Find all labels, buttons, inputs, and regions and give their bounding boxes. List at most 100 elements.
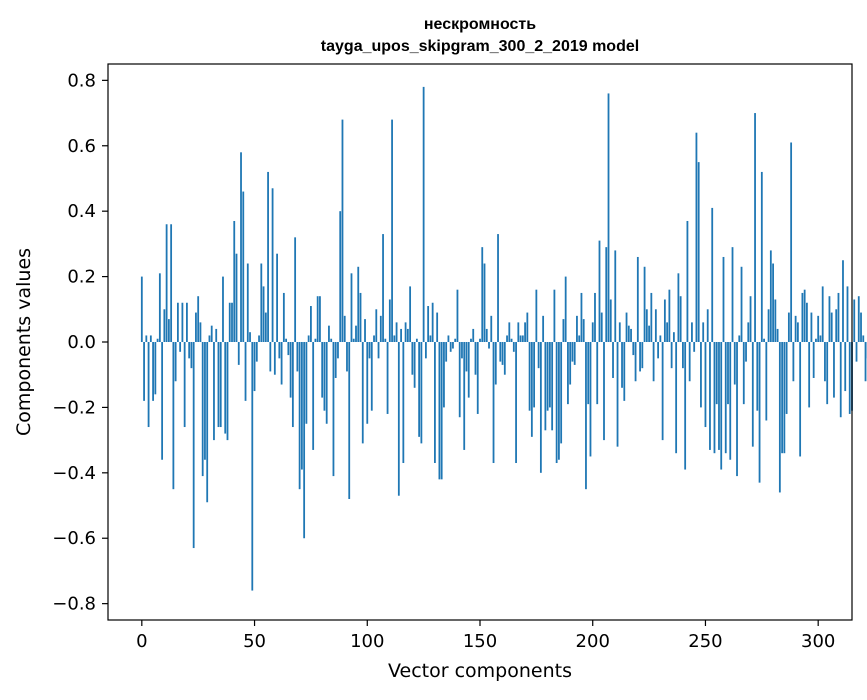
bar	[312, 342, 314, 450]
bar	[745, 342, 747, 362]
bar	[720, 342, 722, 470]
bar	[430, 335, 432, 342]
bar	[148, 342, 150, 427]
bar	[729, 342, 731, 460]
bar	[797, 322, 799, 342]
bar	[612, 342, 614, 378]
bar	[648, 326, 650, 342]
bar	[222, 277, 224, 342]
bar	[508, 322, 510, 342]
bar	[362, 342, 364, 443]
bar	[402, 342, 404, 463]
bar	[829, 296, 831, 342]
bar	[380, 316, 382, 342]
bar	[416, 339, 418, 342]
bar	[479, 339, 481, 342]
bar	[653, 342, 655, 381]
bar	[274, 342, 276, 375]
bar	[716, 342, 718, 404]
bar	[752, 342, 754, 447]
bar	[637, 257, 639, 342]
bar	[650, 293, 652, 342]
bar	[457, 290, 459, 342]
bar	[303, 342, 305, 538]
bar	[384, 339, 386, 342]
bar	[529, 342, 531, 411]
bar	[423, 87, 425, 342]
bar	[511, 339, 513, 342]
bar	[256, 342, 258, 362]
bar	[594, 293, 596, 342]
x-tick-label: 50	[243, 631, 266, 652]
bar	[599, 241, 601, 342]
bar	[409, 286, 411, 342]
bar	[605, 247, 607, 342]
bar	[680, 296, 682, 342]
bar	[335, 342, 337, 378]
bar	[630, 329, 632, 342]
bar	[779, 342, 781, 492]
bar	[761, 172, 763, 342]
bar	[236, 254, 238, 342]
bar	[623, 342, 625, 401]
bar	[626, 313, 628, 342]
bar	[705, 342, 707, 427]
bar	[342, 120, 344, 342]
bar	[472, 329, 474, 342]
bar	[840, 342, 842, 417]
bar	[723, 257, 725, 342]
y-tick-label: −0.2	[52, 397, 96, 418]
bar	[242, 192, 244, 342]
bar	[493, 342, 495, 463]
bar	[808, 342, 810, 407]
bar	[152, 342, 154, 401]
bar	[666, 322, 668, 342]
bar	[324, 342, 326, 411]
bar	[369, 342, 371, 358]
bar	[696, 133, 698, 342]
bar	[337, 342, 339, 358]
bar	[177, 303, 179, 342]
y-axis: 0.80.60.40.20.0−0.2−0.4−0.6−0.8	[52, 70, 108, 614]
bar	[815, 339, 817, 342]
bar	[378, 342, 380, 358]
bar	[608, 93, 610, 342]
bar	[364, 319, 366, 342]
bar	[547, 342, 549, 411]
bar	[197, 296, 199, 342]
bar	[714, 342, 716, 453]
bar	[538, 342, 540, 368]
bar	[678, 273, 680, 342]
bar	[463, 342, 465, 450]
bar	[407, 329, 409, 342]
bar	[741, 267, 743, 342]
bar	[348, 342, 350, 499]
bar	[486, 329, 488, 342]
bar	[499, 342, 501, 362]
bar	[296, 342, 298, 371]
bar	[610, 299, 612, 342]
bar	[802, 293, 804, 342]
y-tick-label: −0.4	[52, 463, 96, 484]
bar	[601, 313, 603, 342]
bar	[251, 342, 253, 591]
x-tick-label: 100	[350, 631, 384, 652]
bar	[301, 342, 303, 470]
bar	[466, 342, 468, 371]
y-tick-label: 0.8	[67, 70, 96, 91]
bar	[470, 339, 472, 342]
bar	[159, 273, 161, 342]
bar	[544, 342, 546, 430]
bar	[549, 342, 551, 407]
bar	[150, 335, 152, 342]
bar	[398, 342, 400, 496]
bar	[299, 342, 301, 489]
bar	[517, 322, 519, 342]
bar	[747, 322, 749, 342]
bar	[436, 313, 438, 342]
bar	[351, 273, 353, 342]
bar	[865, 342, 867, 381]
bar	[145, 335, 147, 342]
bar	[285, 339, 287, 342]
